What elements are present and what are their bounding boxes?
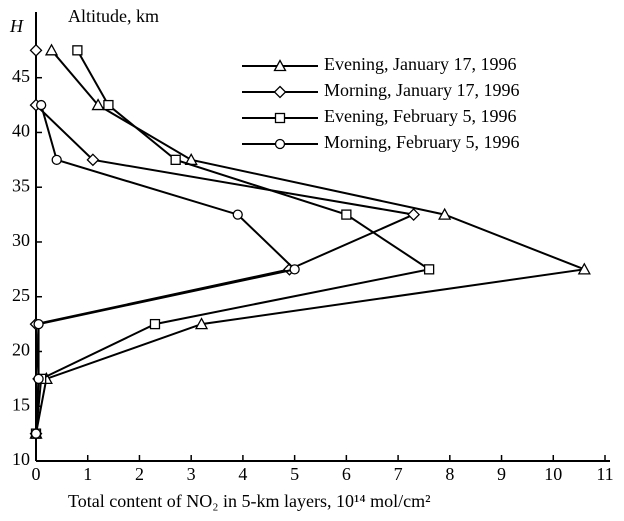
- marker: [72, 45, 83, 56]
- marker: [577, 262, 591, 275]
- y-tick-label: 35: [12, 175, 30, 195]
- marker: [407, 208, 421, 222]
- legend-label: Evening, February 5, 1996: [324, 106, 516, 126]
- marker: [86, 153, 100, 167]
- x-tick-label: 1: [83, 464, 92, 484]
- y-axis-label: Altitude, km: [68, 6, 159, 26]
- marker: [36, 99, 47, 111]
- marker: [30, 428, 42, 439]
- y-tick-label: 20: [12, 340, 30, 360]
- legend-label: Evening, January 17, 1996: [324, 54, 516, 74]
- legend-label: Morning, February 5, 1996: [324, 132, 519, 152]
- marker: [274, 138, 286, 150]
- series-line: [35, 49, 432, 434]
- marker: [273, 85, 287, 99]
- marker: [29, 43, 43, 57]
- marker: [149, 318, 161, 330]
- x-tick-label: 3: [187, 464, 196, 484]
- marker: [274, 112, 286, 124]
- y-tick-label: 45: [12, 66, 30, 86]
- marker: [423, 264, 435, 275]
- x-axis-label: Total content of NO₂ in 5-km layers, 10¹…: [68, 491, 431, 511]
- y-axis-symbol: H: [9, 16, 24, 36]
- y-tick-label: 25: [12, 285, 30, 305]
- x-tick-label: 6: [342, 464, 351, 484]
- x-tick-label: 11: [596, 464, 613, 484]
- marker: [51, 154, 62, 165]
- marker: [341, 209, 352, 220]
- y-tick-label: 15: [12, 394, 30, 414]
- x-tick-label: 9: [497, 464, 506, 484]
- marker: [103, 99, 114, 111]
- x-tick-label: 4: [238, 464, 247, 484]
- marker: [438, 207, 452, 220]
- marker: [91, 98, 105, 111]
- series-line: [35, 49, 589, 434]
- series-line: [35, 104, 297, 434]
- legend-label: Morning, January 17, 1996: [324, 80, 519, 100]
- x-tick-label: 0: [32, 464, 41, 484]
- x-tick-label: 5: [290, 464, 299, 484]
- marker: [44, 43, 59, 56]
- x-tick-label: 2: [135, 464, 144, 484]
- marker: [33, 318, 44, 330]
- y-tick-label: 30: [12, 230, 30, 250]
- x-tick-label: 8: [445, 464, 454, 484]
- marker: [194, 317, 209, 330]
- y-tick-label: 10: [12, 449, 30, 469]
- y-tick-label: 40: [12, 121, 30, 141]
- marker: [289, 264, 300, 275]
- x-tick-label: 7: [394, 464, 403, 484]
- marker: [33, 373, 44, 385]
- marker: [232, 209, 243, 220]
- marker: [170, 154, 181, 165]
- x-tick-label: 10: [544, 464, 562, 484]
- marker: [273, 59, 287, 72]
